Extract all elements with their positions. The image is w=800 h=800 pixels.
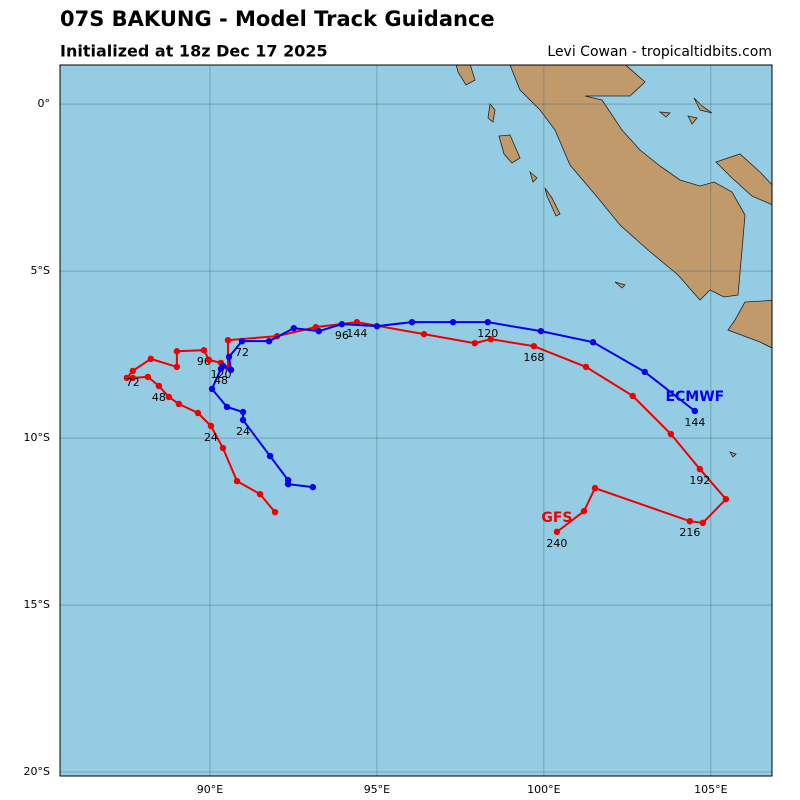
track-point (219, 362, 227, 370)
track-point (129, 367, 137, 375)
model-name: GFS (541, 510, 572, 526)
track-point (722, 495, 730, 503)
x-tick-label: 105°E (694, 783, 727, 796)
y-tick-label: 15°S (24, 598, 50, 611)
track-point (200, 347, 208, 354)
track-point (219, 444, 227, 452)
track-point (239, 408, 247, 416)
track-point (696, 465, 704, 473)
track-point (699, 519, 707, 527)
track-point (225, 353, 233, 361)
forecast-hour-label: 72 (126, 376, 140, 389)
forecast-hour-label: 240 (546, 537, 567, 550)
track-point (227, 366, 235, 374)
forecast-hour-label: 24 (236, 425, 250, 438)
track-point (223, 403, 231, 411)
track-point (667, 430, 675, 438)
track-point (173, 363, 181, 371)
forecast-hour-label: 144 (346, 327, 367, 340)
land (455, 65, 772, 458)
track-point (147, 355, 155, 363)
chart-title: 07S BAKUNG - Model Track Guidance (60, 7, 495, 31)
track-point (129, 374, 137, 382)
track-point (449, 318, 457, 326)
y-tick-label: 20°S (24, 765, 50, 778)
track-point (205, 356, 213, 364)
x-tick-label: 95°E (364, 783, 390, 796)
track-point (487, 335, 495, 343)
forecast-hour-label: 144 (684, 416, 705, 429)
forecast-hour-label: 120 (477, 327, 498, 340)
track-point (353, 318, 361, 326)
y-tick-label: 5°S (31, 264, 50, 277)
forecast-hour-label: 24 (204, 431, 218, 444)
track-point (629, 392, 636, 400)
track-point (580, 507, 588, 515)
track-point (530, 342, 538, 350)
track-point (641, 368, 648, 376)
track-point (155, 382, 163, 390)
track-point (589, 338, 597, 346)
track-point (315, 327, 323, 335)
track-point (144, 373, 152, 381)
track-point (233, 477, 241, 485)
y-tick-label: 10°S (24, 431, 50, 444)
track-point (239, 416, 247, 424)
x-tick-label: 90°E (197, 783, 223, 796)
track-point (408, 318, 416, 326)
credit: Levi Cowan - tropicaltidbits.com (547, 44, 772, 60)
track-point (284, 476, 292, 484)
forecast-hour-label: 216 (679, 526, 700, 539)
track-point (537, 327, 545, 335)
forecast-hour-label: 120 (210, 368, 231, 381)
forecast-hour-label: 48 (214, 374, 228, 387)
y-tick-label: 0° (38, 97, 51, 110)
track-point (686, 517, 694, 525)
track-point (265, 337, 273, 345)
track-point (173, 348, 181, 355)
track-point (238, 337, 246, 345)
track-point (484, 318, 492, 326)
track-point (123, 374, 130, 382)
forecast-hour-label: 168 (523, 351, 544, 364)
track-point (207, 422, 215, 430)
track-point (420, 330, 428, 338)
track-point (591, 484, 599, 492)
chart-subtitle: Initialized at 18z Dec 17 2025 (60, 42, 328, 61)
track-point (271, 508, 279, 516)
forecast-hour-label: 72 (235, 346, 249, 359)
track-point (471, 339, 478, 347)
track-point (691, 407, 699, 415)
track-point (553, 528, 561, 536)
model-name: ECMWF (665, 389, 724, 405)
track-point (309, 483, 317, 491)
track-point (194, 409, 202, 417)
forecast-hour-label: 96 (335, 329, 349, 342)
track-point (582, 363, 590, 371)
track-point (175, 400, 183, 408)
forecast-hour-label: 192 (689, 474, 710, 487)
x-tick-label: 100°E (527, 783, 560, 796)
track-point (208, 385, 216, 393)
track-point (290, 324, 297, 332)
track-point (256, 490, 264, 498)
plot-frame (59, 64, 773, 777)
track-point (165, 393, 173, 401)
track-point (338, 320, 346, 328)
track-point (373, 322, 381, 330)
track-point (266, 452, 274, 460)
forecast-hour-label: 48 (152, 391, 166, 404)
track-point (224, 336, 232, 344)
